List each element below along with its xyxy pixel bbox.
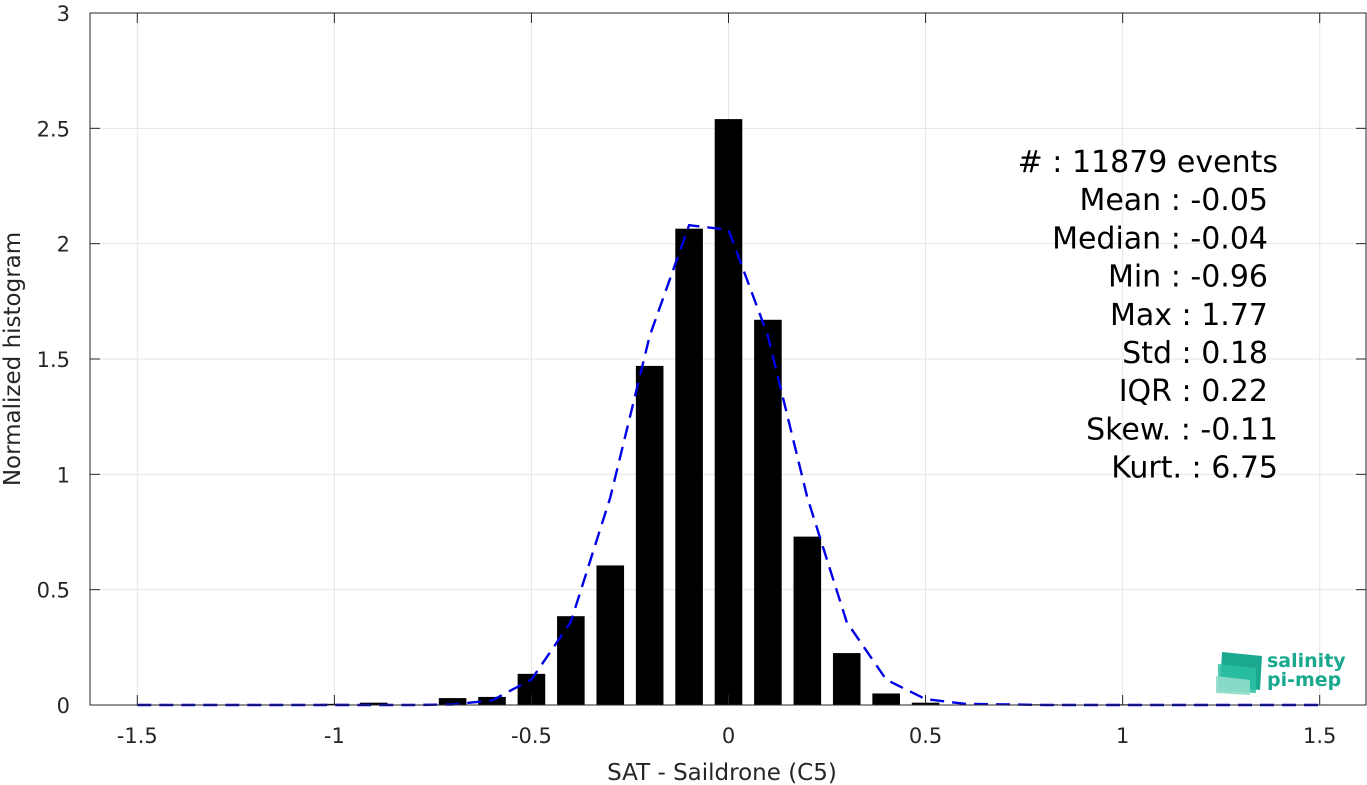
- histogram-bar: [596, 565, 625, 705]
- axis-ticks: [90, 12, 1366, 706]
- histogram-bar: [754, 319, 782, 705]
- histogram-bar: [359, 702, 388, 705]
- logo-line2: pi-mep: [1267, 669, 1341, 691]
- histogram-bars: [320, 119, 1334, 705]
- stat-line: Median : -0.04: [1052, 221, 1268, 256]
- x-tick-label: -0.5: [511, 724, 552, 748]
- stat-line: Skew. : -0.11: [1086, 412, 1278, 447]
- histogram-bar: [872, 693, 900, 705]
- histogram-bar: [793, 536, 822, 705]
- x-tick-label: -1: [324, 724, 345, 748]
- x-tick-label: 1.5: [1303, 724, 1336, 748]
- x-tick-label: 1: [1116, 724, 1129, 748]
- histogram-bar: [635, 365, 664, 705]
- y-tick-labels: 0 0.5 1 1.5 2 2.5 3: [37, 2, 70, 718]
- x-tick-label: 0: [722, 724, 735, 748]
- salinity-pi-mep-logo: salinity pi-mep: [1216, 650, 1346, 695]
- y-tick-label: 1: [57, 463, 70, 487]
- stat-line: Std : 0.18: [1122, 336, 1268, 371]
- y-tick-label: 2: [57, 233, 70, 257]
- stat-line: Kurt. : 6.75: [1111, 451, 1278, 486]
- y-tick-label: 0.5: [37, 579, 70, 603]
- y-tick-label: 2.5: [37, 117, 70, 141]
- stat-line: # : 11879 events: [1018, 145, 1278, 180]
- y-tick-label: 0: [57, 694, 70, 718]
- x-axis-label: SAT - Saildrone (C5): [607, 760, 837, 785]
- histogram-bar: [675, 228, 703, 705]
- histogram-bar: [438, 698, 467, 705]
- histogram-bar: [557, 616, 585, 705]
- y-tick-label: 1.5: [37, 348, 70, 372]
- stat-line: Max : 1.77: [1110, 298, 1268, 333]
- histogram-bar: [714, 119, 743, 705]
- x-tick-labels: -1.5 -1 -0.5 0 0.5 1 1.5: [117, 724, 1337, 748]
- y-axis-label: Normalized histogram: [0, 232, 26, 486]
- logo-line1: salinity: [1267, 650, 1346, 672]
- y-tick-label: 3: [57, 2, 70, 26]
- histogram-bar: [832, 653, 861, 705]
- stat-line: Min : -0.96: [1108, 260, 1268, 295]
- logo-wave-icon: [1216, 652, 1262, 695]
- stat-line: Mean : -0.05: [1079, 183, 1268, 218]
- x-tick-label: -1.5: [117, 724, 158, 748]
- x-tick-label: 0.5: [909, 724, 942, 748]
- stat-line: IQR : 0.22: [1119, 374, 1268, 409]
